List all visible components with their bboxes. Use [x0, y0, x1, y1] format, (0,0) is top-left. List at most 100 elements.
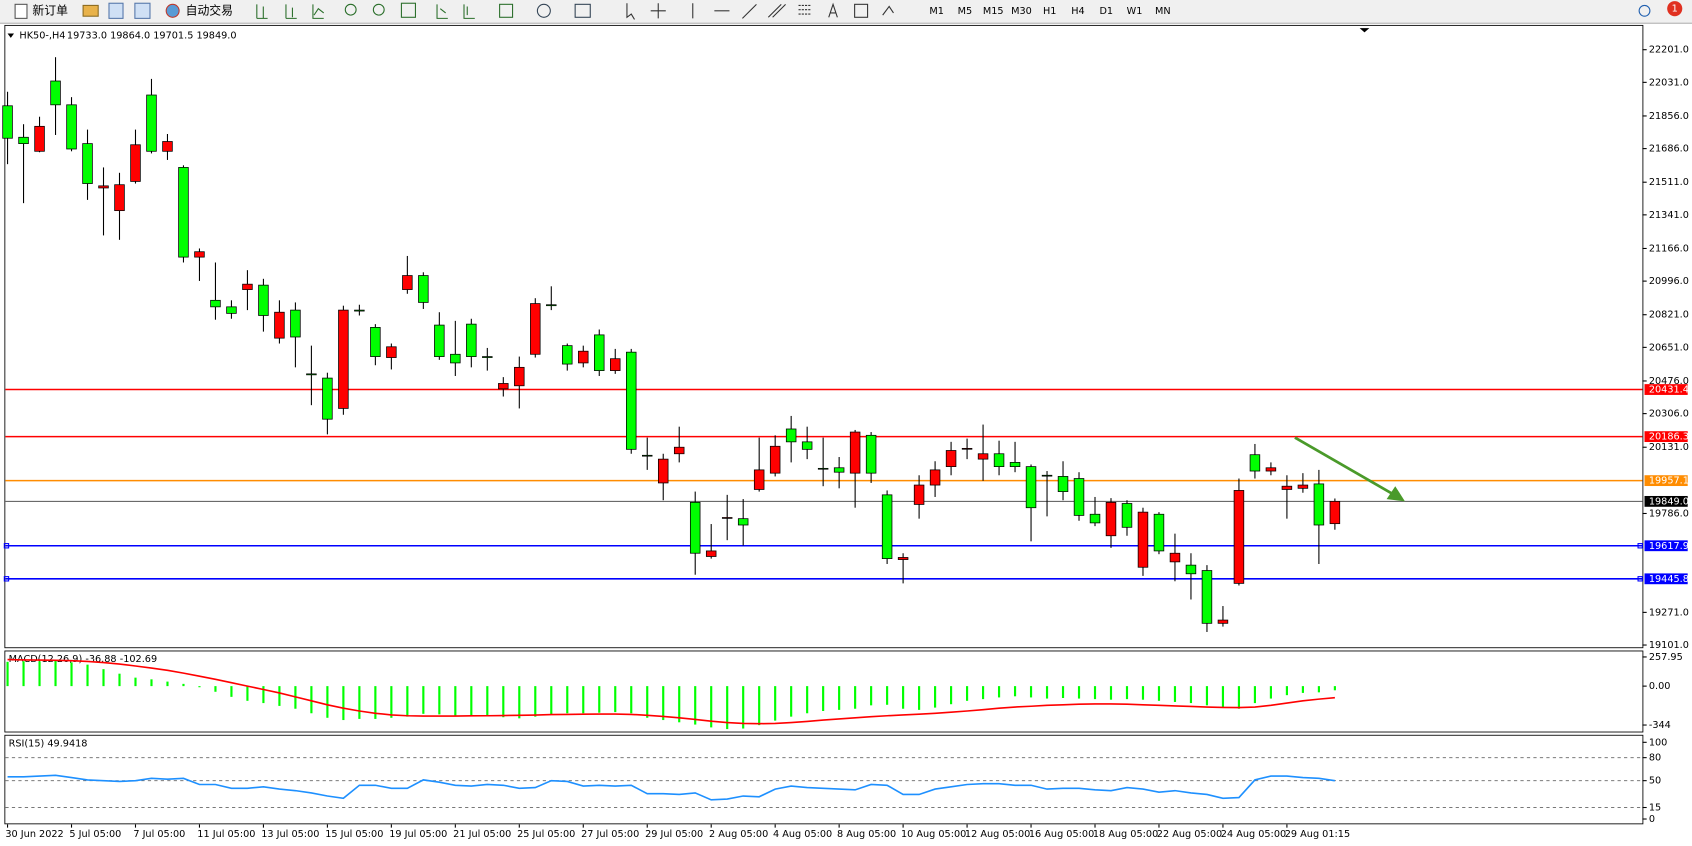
timeframe-button[interactable]: H1	[1043, 6, 1056, 17]
fibo-icon[interactable]	[798, 4, 812, 15]
arrow-head	[1386, 486, 1405, 502]
toolbar-icon[interactable]	[285, 4, 297, 19]
toolbar-icon[interactable]	[312, 4, 325, 19]
candle-body	[1249, 454, 1261, 472]
candle-body	[402, 275, 413, 290]
symbol-menu-arrow[interactable]	[7, 33, 15, 38]
trendline-icon[interactable]	[742, 3, 757, 19]
cursor-icon[interactable]	[626, 3, 635, 20]
toolbar-icon[interactable]	[372, 3, 385, 16]
crosshair-icon[interactable]	[650, 3, 666, 19]
candle-body	[98, 185, 109, 189]
y-tick-label: 20306.0	[1649, 409, 1689, 420]
y-tick-label: 19786.0	[1649, 508, 1689, 519]
candle-body	[961, 447, 973, 450]
search-icon[interactable]	[1638, 4, 1651, 17]
toolbar-icon[interactable]	[499, 3, 514, 18]
toolbar-icon[interactable]	[536, 3, 551, 18]
toolbar-icon[interactable]	[463, 4, 475, 19]
timeframe-button[interactable]: MN	[1155, 6, 1171, 17]
candle-body	[514, 366, 525, 387]
candle-body	[418, 275, 429, 303]
candle-body	[1121, 503, 1133, 528]
y-tick-label: 257.95	[1649, 652, 1683, 663]
level-label-bg	[1644, 475, 1688, 487]
toolbar-icon[interactable]	[436, 4, 448, 19]
timeframe-button[interactable]: M5	[958, 6, 973, 17]
new-order-button[interactable]: 新订单	[32, 3, 68, 17]
candle-body	[1025, 466, 1037, 509]
auto-trading-icon[interactable]	[165, 3, 180, 18]
candle-body	[610, 358, 621, 371]
candle-body	[1281, 485, 1293, 490]
candle-body	[1297, 484, 1309, 489]
candle-body	[226, 306, 237, 314]
trend-arrow	[1294, 436, 1405, 502]
macd-panel-frame	[4, 650, 1644, 733]
toolbar-bg	[0, 0, 1692, 24]
notification-badge[interactable]	[1667, 1, 1683, 17]
candle-body	[1233, 490, 1245, 584]
level-handle	[1637, 543, 1643, 549]
macd-label: MACD(12,26,9) -36.88 -102.69	[9, 654, 157, 665]
arrow-shaft	[1294, 436, 1395, 497]
candle-body	[114, 184, 125, 212]
y-tick-label: 22201.0	[1649, 45, 1689, 56]
candle-body	[354, 309, 365, 312]
y-tick-label: -344	[1649, 720, 1671, 731]
timeframe-button[interactable]: M1	[929, 6, 944, 17]
x-tick-label: 22 Aug 05:00	[1157, 829, 1222, 840]
shapes-icon[interactable]	[882, 5, 894, 16]
candle-body	[673, 446, 685, 455]
toolbar-icon[interactable]	[400, 2, 416, 18]
candle-body	[1137, 511, 1149, 568]
y-tick-label: 50	[1649, 776, 1661, 787]
channel-icon[interactable]	[767, 3, 786, 18]
toolbar-icon[interactable]	[108, 2, 124, 19]
candle-body	[1153, 513, 1165, 552]
text-icon[interactable]	[828, 2, 838, 18]
label-icon[interactable]	[854, 3, 869, 18]
x-tick-label: 27 Jul 05:00	[581, 829, 639, 840]
candle-body	[1089, 513, 1101, 524]
candle-body	[945, 450, 957, 467]
x-tick-label: 19 Jul 05:00	[389, 829, 447, 840]
x-tick-label: 13 Jul 05:00	[261, 829, 319, 840]
x-tick-label: 10 Aug 05:00	[901, 829, 966, 840]
toolbar-icon[interactable]	[574, 3, 591, 18]
candle-body	[578, 350, 589, 364]
toolbar-icon[interactable]	[134, 2, 151, 19]
y-tick-label: 20821.0	[1649, 310, 1689, 321]
candle-body	[178, 167, 189, 258]
y-tick-label: 21686.0	[1649, 144, 1689, 155]
y-tick-label: 20996.0	[1649, 276, 1689, 287]
candle-body	[1185, 564, 1197, 575]
candle-body	[482, 356, 493, 358]
candle-body	[530, 303, 541, 355]
candle-body	[2, 105, 13, 139]
toolbar-icon[interactable]	[256, 4, 268, 19]
toolbar-icon[interactable]	[82, 4, 99, 17]
y-tick-label: 15	[1649, 803, 1661, 814]
candle-body	[386, 346, 397, 358]
timeframe-button[interactable]: W1	[1127, 6, 1143, 17]
y-tick-label: 20131.0	[1649, 442, 1689, 453]
candle-body	[801, 441, 813, 450]
candle-body	[1265, 467, 1277, 472]
candle-body	[338, 309, 349, 409]
candle-body	[1313, 483, 1325, 526]
toolbar-icon[interactable]	[344, 3, 357, 16]
candle-body	[82, 143, 93, 184]
candle-body	[705, 550, 717, 557]
timeframe-button[interactable]: M30	[1011, 6, 1032, 17]
timeframe-button[interactable]: M15	[983, 6, 1004, 17]
candle-body	[721, 517, 733, 519]
timeframe-button[interactable]: D1	[1099, 6, 1113, 17]
level-handle	[1637, 576, 1643, 582]
candle-body	[865, 434, 877, 474]
chart-tools	[256, 2, 894, 20]
candle-body	[450, 353, 461, 364]
auto-trading-button[interactable]: 自动交易	[186, 3, 233, 17]
timeframe-button[interactable]: H4	[1071, 6, 1084, 17]
new-order-icon[interactable]	[14, 3, 28, 19]
